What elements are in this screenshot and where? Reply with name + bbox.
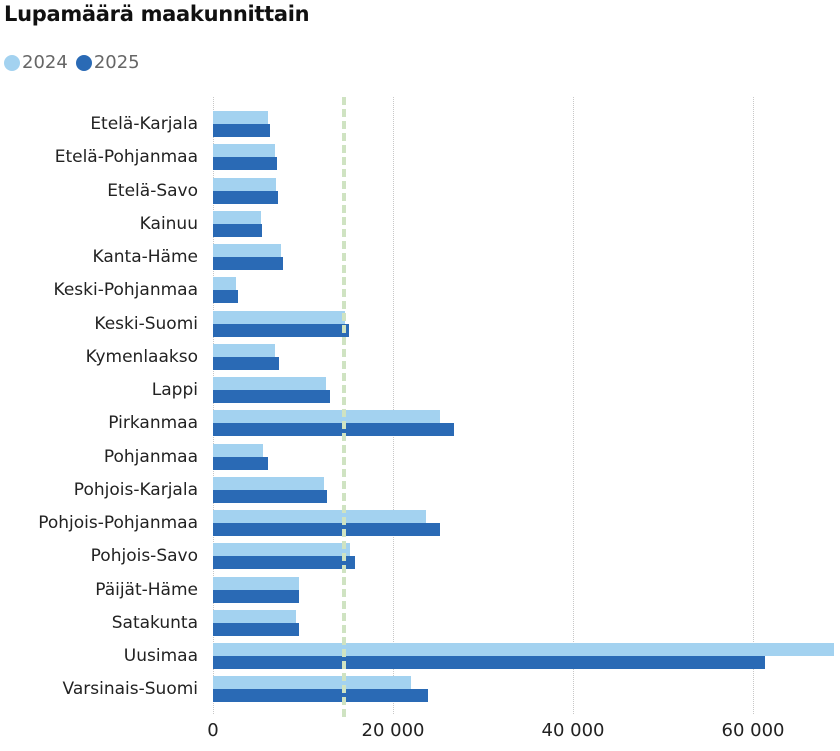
y-category-label: Varsinais-Suomi: [62, 679, 198, 700]
bar-2024[interactable]: [213, 377, 327, 390]
y-category-label: Pirkanmaa: [108, 413, 198, 434]
bar-2024[interactable]: [213, 510, 427, 523]
bar-2025[interactable]: [213, 323, 349, 337]
bar-2025[interactable]: [213, 223, 262, 237]
bar-2025[interactable]: [213, 190, 278, 204]
bar-2024[interactable]: [213, 676, 411, 690]
y-category-label: Keski-Suomi: [94, 313, 198, 334]
bar-2024[interactable]: [213, 177, 276, 191]
bar-2024[interactable]: [213, 244, 281, 257]
bar-2025[interactable]: [213, 423, 455, 437]
y-category-label: Kanta-Häme: [92, 247, 198, 267]
y-category-label: Uusimaa: [123, 646, 198, 666]
reference-line: [342, 97, 347, 717]
y-category-label: Pohjois-Karjala: [73, 479, 198, 500]
x-tick-label: 20 000: [361, 720, 425, 741]
bar-2024[interactable]: [213, 576, 299, 590]
bar-2025[interactable]: [213, 157, 277, 171]
x-tick-label: 40 000: [541, 720, 605, 741]
bar-2024[interactable]: [213, 476, 324, 490]
y-category-label: Pohjois-Savo: [90, 546, 198, 567]
y-category-label: Satakunta: [111, 612, 198, 633]
y-category-label: Keski-Pohjanmaa: [53, 280, 198, 301]
y-category-label: Kainuu: [139, 213, 198, 234]
bar-2025[interactable]: [213, 390, 330, 403]
legend-item-2024[interactable]: 2024: [4, 52, 68, 73]
bar-2024[interactable]: [213, 410, 440, 424]
bar-2025[interactable]: [213, 356, 279, 370]
bar-2025[interactable]: [213, 589, 300, 603]
y-category-label: Päijät-Häme: [95, 579, 198, 600]
y-category-label: Etelä-Pohjanmaa: [54, 147, 198, 168]
bar-2024[interactable]: [213, 543, 350, 557]
bar-2025[interactable]: [213, 622, 299, 636]
y-category-label: Etelä-Savo: [107, 180, 198, 201]
legend-label-2025: 2025: [93, 52, 140, 73]
bar-2025[interactable]: [213, 456, 268, 470]
y-category-label: Pohjanmaa: [103, 446, 198, 467]
legend-dot-2025-icon: [75, 54, 92, 71]
bar-2025[interactable]: [213, 257, 284, 270]
bar-2025[interactable]: [213, 489, 328, 503]
legend-item-2025[interactable]: 2025: [75, 52, 140, 73]
chart-title: Lupamäärä maakunnittain: [4, 2, 310, 26]
bar-2025[interactable]: [213, 523, 440, 536]
bar-2024[interactable]: [213, 609, 296, 623]
bar-2024[interactable]: [213, 111, 268, 124]
bar-2024[interactable]: [213, 643, 834, 656]
x-tick-label: 0: [207, 720, 219, 741]
gridline: [393, 97, 394, 714]
y-category-label: Kymenlaakso: [85, 346, 198, 367]
bar-2024[interactable]: [213, 144, 276, 158]
bar-2024[interactable]: [213, 310, 346, 324]
bar-2025[interactable]: [213, 290, 239, 304]
y-category-label: Etelä-Karjala: [90, 114, 198, 134]
x-tick-label: 60 000: [721, 720, 785, 741]
bar-2025[interactable]: [213, 689, 429, 703]
bar-2025[interactable]: [213, 556, 356, 570]
y-category-label: Lappi: [151, 380, 198, 400]
gridline: [573, 97, 574, 714]
bar-2024[interactable]: [213, 210, 261, 224]
bar-2024[interactable]: [213, 343, 276, 357]
bar-2025[interactable]: [213, 656, 765, 669]
bar-2024[interactable]: [213, 443, 264, 457]
y-category-label: Pohjois-Pohjanmaa: [38, 513, 198, 533]
legend-label-2024: 2024: [22, 52, 68, 73]
bar-2025[interactable]: [213, 124, 270, 137]
gridline: [753, 97, 754, 714]
bar-2024[interactable]: [213, 277, 237, 291]
gridline: [213, 97, 214, 714]
legend: 2024 2025: [4, 52, 148, 73]
legend-dot-2024-icon: [4, 54, 20, 71]
